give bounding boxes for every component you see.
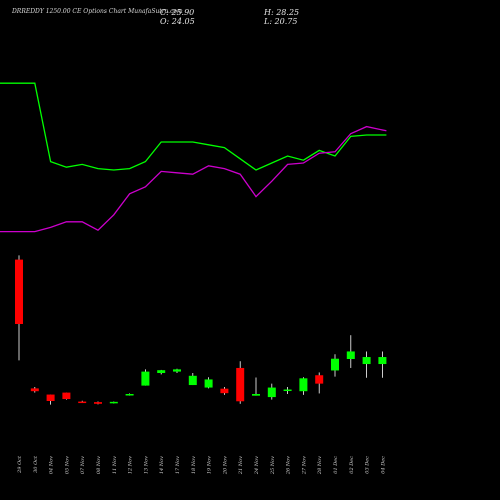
x-tick-label: 28 Nov (317, 456, 323, 475)
x-tick-label: 17 Nov (175, 456, 181, 474)
candle-body (378, 357, 387, 365)
candle-body (267, 387, 276, 398)
candle-body (236, 367, 245, 402)
candle-body (157, 370, 166, 373)
x-tick-label: 29 Oct (17, 455, 23, 474)
candle-body (299, 378, 308, 392)
candle-body (30, 388, 39, 392)
candle-body (173, 369, 181, 372)
candle-body (109, 401, 118, 404)
open-value: O: 24.05 (160, 17, 195, 26)
x-tick-label: 03 Dec (365, 456, 371, 474)
x-tick-label: 04 Nov (49, 456, 55, 474)
candle-body (331, 358, 339, 371)
candle-body (362, 357, 371, 365)
x-tick-label: 02 Dec (349, 456, 355, 474)
candle-body (46, 394, 55, 401)
candle-body (125, 394, 134, 396)
x-tick-label: 26 Nov (286, 456, 292, 475)
candle-body (188, 375, 197, 386)
x-tick-label: 05 Nov (64, 456, 70, 474)
x-tick-label: 14 Nov (159, 456, 165, 474)
candle-body (78, 401, 87, 404)
x-tick-label: 13 Nov (143, 456, 149, 474)
high-value: H: 28.25 (264, 8, 300, 17)
x-tick-label: 11 Nov (112, 456, 118, 474)
chart-title: DRREDDY 1250.00 CE Options Chart MunafaS… (12, 8, 183, 15)
x-tick-label: 30 Oct (33, 455, 39, 473)
candle-body (204, 379, 213, 388)
candle-body (141, 371, 150, 386)
x-tick-label: 25 Nov (270, 456, 276, 475)
x-tick-label: 20 Nov (222, 456, 228, 475)
candle-body (346, 351, 355, 359)
x-tick-label: 08 Nov (96, 456, 102, 474)
x-tick-label: 19 Nov (207, 456, 213, 474)
indicator-line-2 (0, 125, 387, 233)
candle-body (252, 394, 260, 396)
x-tick-label: 21 Nov (238, 456, 244, 475)
indicator-line-1 (0, 82, 387, 171)
x-tick-label: 04 Dec (380, 456, 386, 474)
x-tick-label: 01 Dec (333, 456, 339, 474)
x-tick-label: 27 Nov (301, 456, 307, 475)
x-tick-label: 12 Nov (128, 456, 134, 474)
low-value: L: 20.75 (264, 17, 298, 26)
candle-body (220, 388, 229, 394)
candle-body (15, 259, 23, 324)
candle-body (62, 392, 71, 400)
candle-body (315, 375, 324, 384)
candle-body (94, 402, 102, 404)
candle-body (283, 389, 292, 392)
x-tick-label: 24 Nov (254, 456, 260, 475)
close-value: C: 25.90 (160, 8, 195, 17)
x-tick-label: 18 Nov (191, 456, 197, 474)
x-tick-label: 07 Nov (80, 456, 86, 474)
